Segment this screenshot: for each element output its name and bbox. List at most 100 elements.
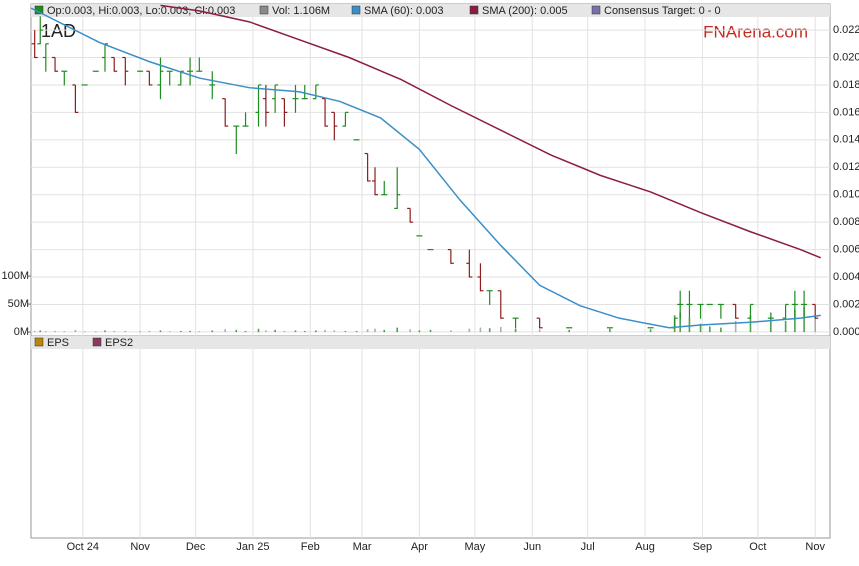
volume-bar (44, 331, 47, 333)
volume-bar (224, 329, 227, 333)
legend-label: SMA (200): 0.005 (482, 5, 568, 17)
x-tick-label: Nov (130, 541, 150, 553)
volume-bar (265, 330, 267, 333)
x-tick-label: Sep (693, 541, 713, 553)
legend-swatch (469, 5, 479, 15)
legend-strip (31, 336, 830, 349)
volume-bar (124, 330, 127, 333)
sma-line (30, 7, 821, 329)
x-tick-label: Aug (635, 541, 655, 553)
volume-bar (83, 331, 86, 333)
y-tick-label: 0.000 (833, 326, 859, 338)
volume-bar (479, 327, 482, 333)
x-tick-label: Dec (186, 541, 206, 553)
watermark: FNArena.com (703, 22, 808, 41)
y2-tick-label: 50M (8, 298, 29, 310)
volume-bar (283, 330, 286, 333)
x-tick-label: Jan 25 (236, 541, 269, 553)
legend-label: Op:0.003, Hi:0.003, Lo:0.003, Cl:0.003 (47, 5, 235, 17)
volume-bar (499, 327, 502, 333)
volume-bar (244, 330, 247, 333)
legend-swatch (591, 5, 601, 15)
volume-bar (720, 327, 722, 333)
volume-bar (168, 331, 171, 333)
y-tick-label: 0.022 (833, 24, 859, 36)
volume-bar (794, 309, 796, 333)
volume-bar (514, 328, 517, 333)
volume-bar (396, 327, 399, 333)
volume-bar (688, 318, 691, 333)
volume-bar (784, 320, 787, 333)
volume-bar (770, 312, 772, 333)
y-tick-label: 0.016 (833, 106, 859, 118)
legend-label: Vol: 1.106M (272, 5, 330, 17)
volume-bar (383, 329, 386, 333)
y-tick-label: 0.004 (833, 271, 859, 283)
volume-bar (366, 329, 369, 333)
volume-bar (708, 326, 711, 333)
x-tick-label: Jun (523, 541, 541, 553)
y-tick-label: 0.010 (833, 189, 859, 201)
volume-bar (148, 330, 151, 333)
volume-bar (198, 331, 201, 333)
y2-tick-label: 0M (14, 326, 29, 338)
x-tick-label: Feb (301, 541, 320, 553)
volume-bar (699, 323, 702, 333)
volume-bar (568, 329, 571, 333)
legend-label: EPS (47, 337, 69, 349)
y-tick-label: 0.006 (833, 243, 859, 255)
legend-label: EPS2 (105, 337, 133, 349)
volume-bar (488, 328, 491, 333)
x-tick-label: Jul (581, 541, 595, 553)
volume-bar (39, 330, 42, 333)
volume-bar (159, 330, 162, 333)
volume-bar (113, 330, 116, 333)
y-tick-label: 0.018 (833, 79, 859, 91)
volume-bar (468, 328, 471, 333)
y-tick-label: 0.014 (833, 134, 859, 146)
x-tick-label: May (464, 541, 485, 553)
volume-bar (609, 328, 611, 333)
volume-bar (418, 330, 421, 333)
legend-swatch (92, 337, 102, 347)
volume-bar (734, 320, 737, 333)
volume-bar (94, 331, 97, 333)
price-panel (30, 3, 831, 337)
volume-bar (63, 331, 66, 333)
x-tick-label: Oct (749, 541, 766, 553)
volume-bar (303, 330, 306, 333)
volume-bar (814, 315, 817, 333)
x-tick-label: Apr (411, 541, 428, 553)
volume-bar (54, 330, 56, 333)
volume-bar (679, 312, 681, 333)
legend-swatch (351, 5, 361, 15)
volume-bar (274, 329, 276, 333)
volume-bar (324, 329, 326, 333)
x-tick-label: Nov (805, 541, 825, 553)
volume-bar (450, 330, 452, 333)
volume-bar (803, 306, 805, 333)
y-tick-label: 0.008 (833, 216, 859, 228)
volume-bar (333, 330, 336, 333)
volume-bar (649, 329, 652, 333)
volume-bar (139, 331, 141, 333)
legend-swatch (259, 5, 269, 15)
volume-bar (235, 329, 238, 333)
volume-bar (409, 329, 411, 333)
volume-bar (189, 330, 191, 333)
y2-tick-label: 100M (1, 270, 29, 282)
x-tick-label: Mar (353, 541, 372, 553)
legend-swatch (34, 337, 44, 347)
ticker: 1AD (41, 21, 76, 41)
volume-bar (294, 330, 297, 333)
sma-line (160, 4, 822, 259)
y-tick-label: 0.012 (833, 161, 859, 173)
legend-label: SMA (60): 0.003 (364, 5, 444, 17)
volume-bar (749, 315, 752, 333)
y-tick-label: 0.020 (833, 51, 859, 63)
volume-bar (344, 330, 347, 333)
volume-bar (429, 329, 432, 333)
volume-bar (374, 328, 376, 333)
volume-bar (211, 330, 214, 333)
